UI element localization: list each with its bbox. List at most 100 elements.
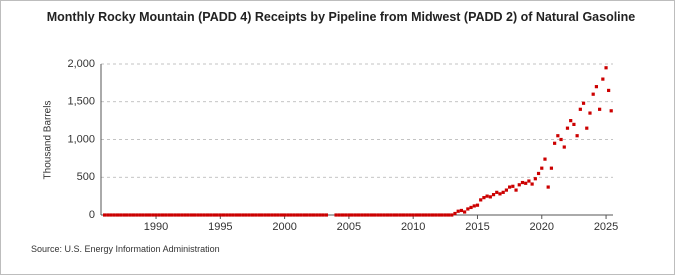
point	[488, 195, 492, 199]
point	[119, 213, 123, 217]
point	[369, 213, 374, 217]
point	[363, 213, 367, 217]
point	[231, 213, 235, 217]
point	[588, 111, 592, 115]
point	[260, 213, 264, 217]
point	[350, 213, 354, 217]
point	[511, 184, 515, 188]
point	[578, 107, 582, 111]
point	[411, 213, 415, 217]
point	[540, 166, 544, 170]
point	[148, 213, 152, 217]
point	[144, 213, 148, 217]
point	[151, 213, 155, 217]
point	[334, 213, 338, 217]
point	[263, 213, 267, 217]
point	[421, 213, 425, 217]
point	[244, 213, 248, 217]
point	[553, 141, 557, 145]
point	[418, 213, 422, 217]
point	[533, 177, 537, 181]
point	[437, 213, 441, 217]
x-tick-label: 2005	[337, 221, 361, 233]
chart-title: Monthly Rocky Mountain (PADD 4) Receipts…	[46, 10, 636, 24]
point	[450, 213, 454, 217]
point	[270, 213, 274, 217]
point	[344, 213, 348, 217]
point	[266, 213, 271, 217]
point	[562, 145, 566, 149]
point	[299, 213, 303, 217]
point	[459, 208, 464, 213]
point	[103, 213, 107, 217]
point	[430, 213, 435, 217]
point	[472, 204, 476, 208]
point	[479, 198, 483, 202]
point	[205, 213, 210, 217]
point	[575, 134, 579, 138]
point	[424, 213, 428, 217]
point	[305, 213, 309, 217]
point	[440, 213, 444, 217]
point	[604, 66, 608, 70]
point	[569, 119, 573, 123]
point	[122, 213, 126, 217]
point	[501, 190, 505, 194]
point	[199, 213, 203, 217]
point	[572, 122, 576, 126]
point	[128, 213, 132, 217]
point	[609, 109, 613, 113]
point	[340, 213, 345, 217]
point	[234, 213, 238, 217]
point	[514, 188, 518, 192]
point	[311, 213, 316, 217]
point	[337, 213, 341, 217]
point	[379, 213, 383, 217]
point	[324, 213, 328, 217]
y-tick-label: 0	[89, 209, 95, 221]
point	[186, 213, 190, 217]
point	[138, 213, 142, 217]
point	[254, 213, 258, 217]
point	[530, 182, 534, 186]
point	[286, 213, 290, 217]
point	[398, 213, 402, 217]
x-tick-label: 1995	[208, 221, 232, 233]
point	[392, 213, 396, 217]
point	[131, 213, 136, 217]
point	[247, 213, 251, 217]
y-axis-label: Thousand Barrels	[43, 101, 54, 180]
point	[395, 213, 399, 217]
point	[463, 210, 467, 214]
y-tick-label: 2,000	[67, 58, 95, 70]
point	[215, 213, 219, 217]
x-tick-label: 2000	[272, 221, 296, 233]
point	[443, 213, 447, 217]
point	[318, 213, 322, 217]
x-tick-label: 2015	[465, 221, 489, 233]
point	[154, 213, 158, 217]
point	[414, 213, 419, 217]
x-tick-label: 2020	[530, 221, 554, 233]
y-tick-label: 500	[77, 171, 95, 183]
point	[176, 213, 181, 217]
point	[295, 213, 300, 217]
point	[160, 213, 165, 217]
point	[382, 213, 386, 217]
point	[189, 213, 193, 217]
point	[183, 213, 187, 217]
point	[546, 185, 550, 189]
point	[356, 213, 361, 217]
point	[556, 134, 560, 138]
point	[598, 107, 602, 111]
point	[170, 213, 174, 217]
point	[209, 213, 213, 217]
y-tick-label: 1,000	[67, 133, 95, 145]
point	[594, 85, 599, 89]
x-tick-label: 2025	[594, 221, 618, 233]
point	[485, 194, 489, 198]
point	[559, 137, 563, 142]
point	[469, 205, 473, 210]
point	[495, 190, 499, 194]
